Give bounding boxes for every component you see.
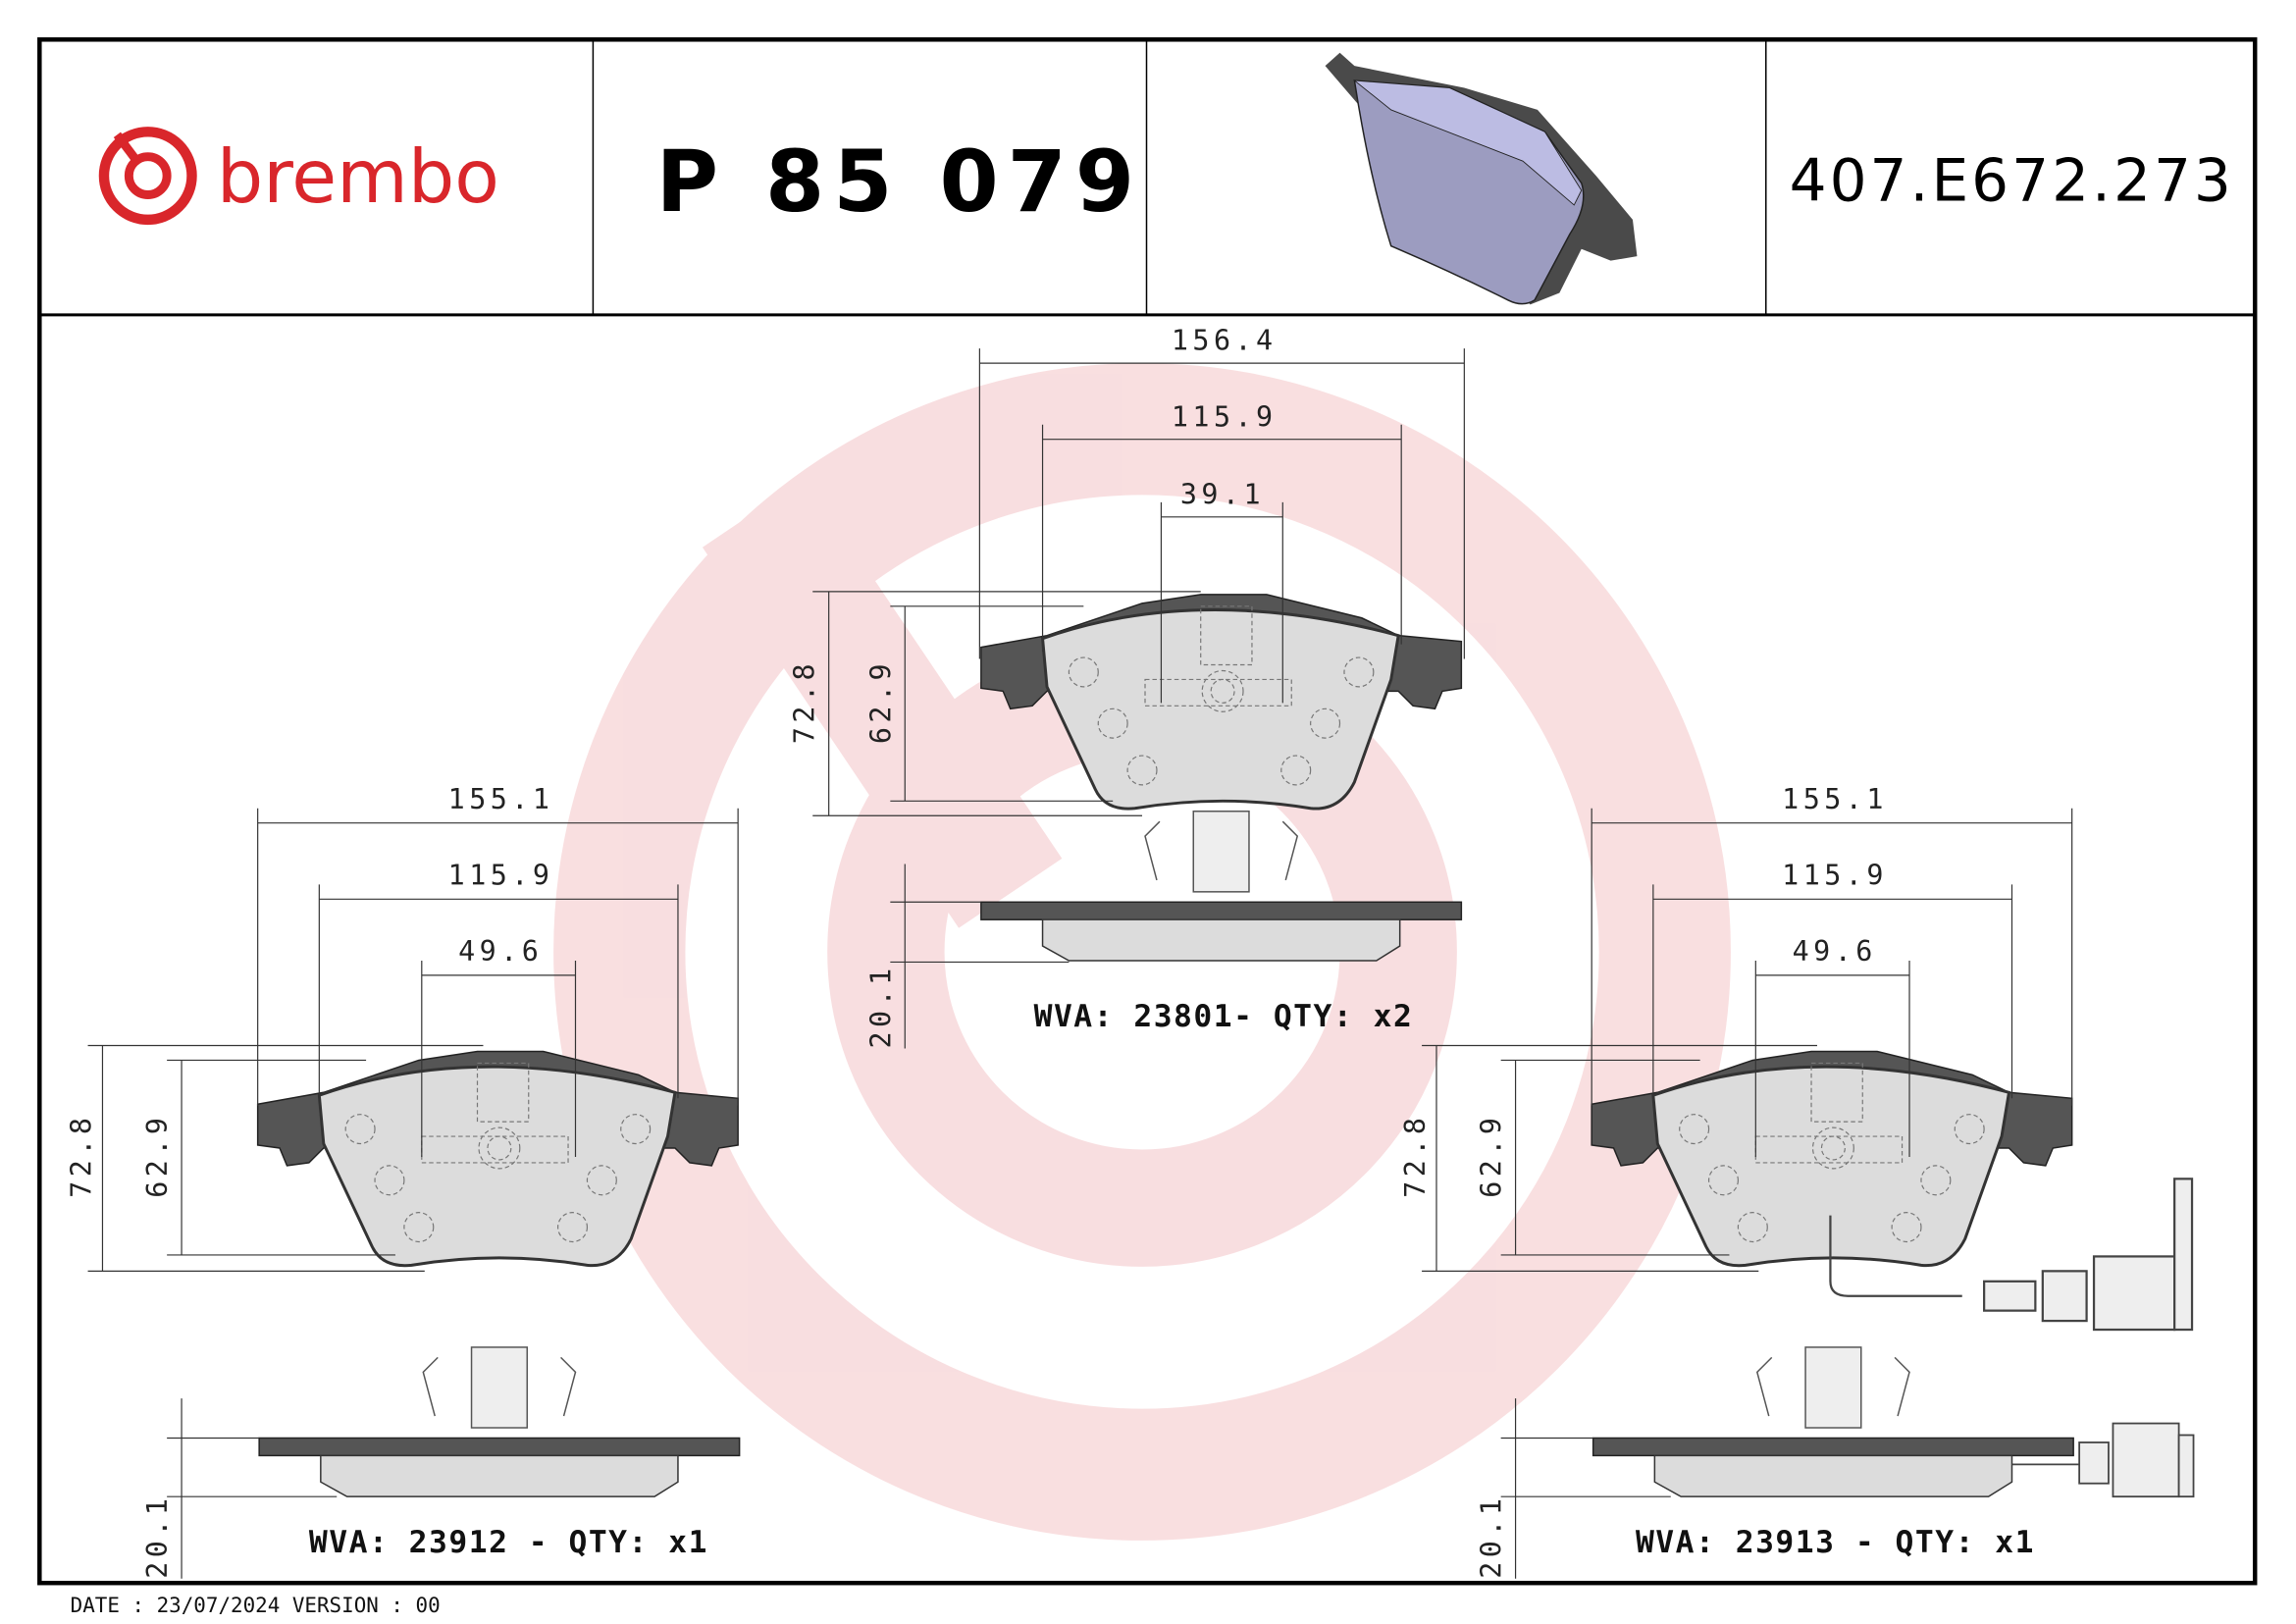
- dim-thickness: 20.1: [141, 1494, 174, 1579]
- dim-width-total: 155.1: [448, 783, 554, 815]
- right-pad-side-view: 20.1 WVA: 23913 - QTY: x1: [1476, 1346, 2195, 1579]
- wva-label: WVA: 23912 - QTY: x1: [309, 1525, 708, 1560]
- brembo-logo: brembo: [98, 127, 499, 226]
- left-pad-side-view: 20.1 WVA: 23912 - QTY: x1: [141, 1346, 741, 1579]
- dim-height-total: 72.8: [789, 659, 821, 744]
- dim-height-friction: 62.9: [1476, 1114, 1508, 1198]
- dim-height-friction: 62.9: [864, 659, 897, 744]
- dim-thickness: 20.1: [1476, 1494, 1508, 1579]
- dim-width-clip: 39.1: [1180, 478, 1265, 510]
- dim-width-clip: 49.6: [1793, 935, 1877, 968]
- dim-thickness: 20.1: [864, 964, 897, 1048]
- dim-height-total: 72.8: [1399, 1114, 1432, 1198]
- wva-label: WVA: 23801- QTY: x2: [1034, 999, 1414, 1034]
- dim-width-friction: 115.9: [1782, 859, 1888, 891]
- dim-width-total: 155.1: [1782, 783, 1888, 815]
- dim-width-friction: 115.9: [448, 859, 554, 891]
- drawing-frame: [37, 37, 2258, 1586]
- part-number: P 85 079: [656, 133, 1143, 232]
- dim-width-total: 156.4: [1172, 325, 1278, 357]
- top-pad-front-view: 156.4 115.9 39.1 72.8 62.9: [789, 325, 1465, 816]
- dim-height-friction: 62.9: [141, 1114, 174, 1198]
- footer-date-version: DATE : 23/07/2024 VERSION : 00: [71, 1594, 441, 1617]
- dim-height-total: 72.8: [66, 1114, 98, 1198]
- brembo-logo-icon: [98, 127, 197, 226]
- wear-sensor-icon: [1829, 1178, 2194, 1332]
- dim-width-friction: 115.9: [1172, 400, 1278, 433]
- dim-width-clip: 49.6: [458, 935, 543, 968]
- product-render: [1325, 52, 1638, 305]
- right-pad-front-view: 155.1 115.9 49.6 72.8 62.9: [1399, 783, 2194, 1332]
- top-pad-side-view: 20.1 WVA: 23801- QTY: x2: [864, 811, 1463, 1049]
- reference-code: 407.E672.273: [1790, 147, 2234, 215]
- brand-name: brembo: [217, 134, 499, 220]
- left-pad-front-view: 155.1 115.9 49.6 72.8 62.9: [66, 783, 740, 1272]
- wva-label: WVA: 23913 - QTY: x1: [1636, 1525, 2035, 1560]
